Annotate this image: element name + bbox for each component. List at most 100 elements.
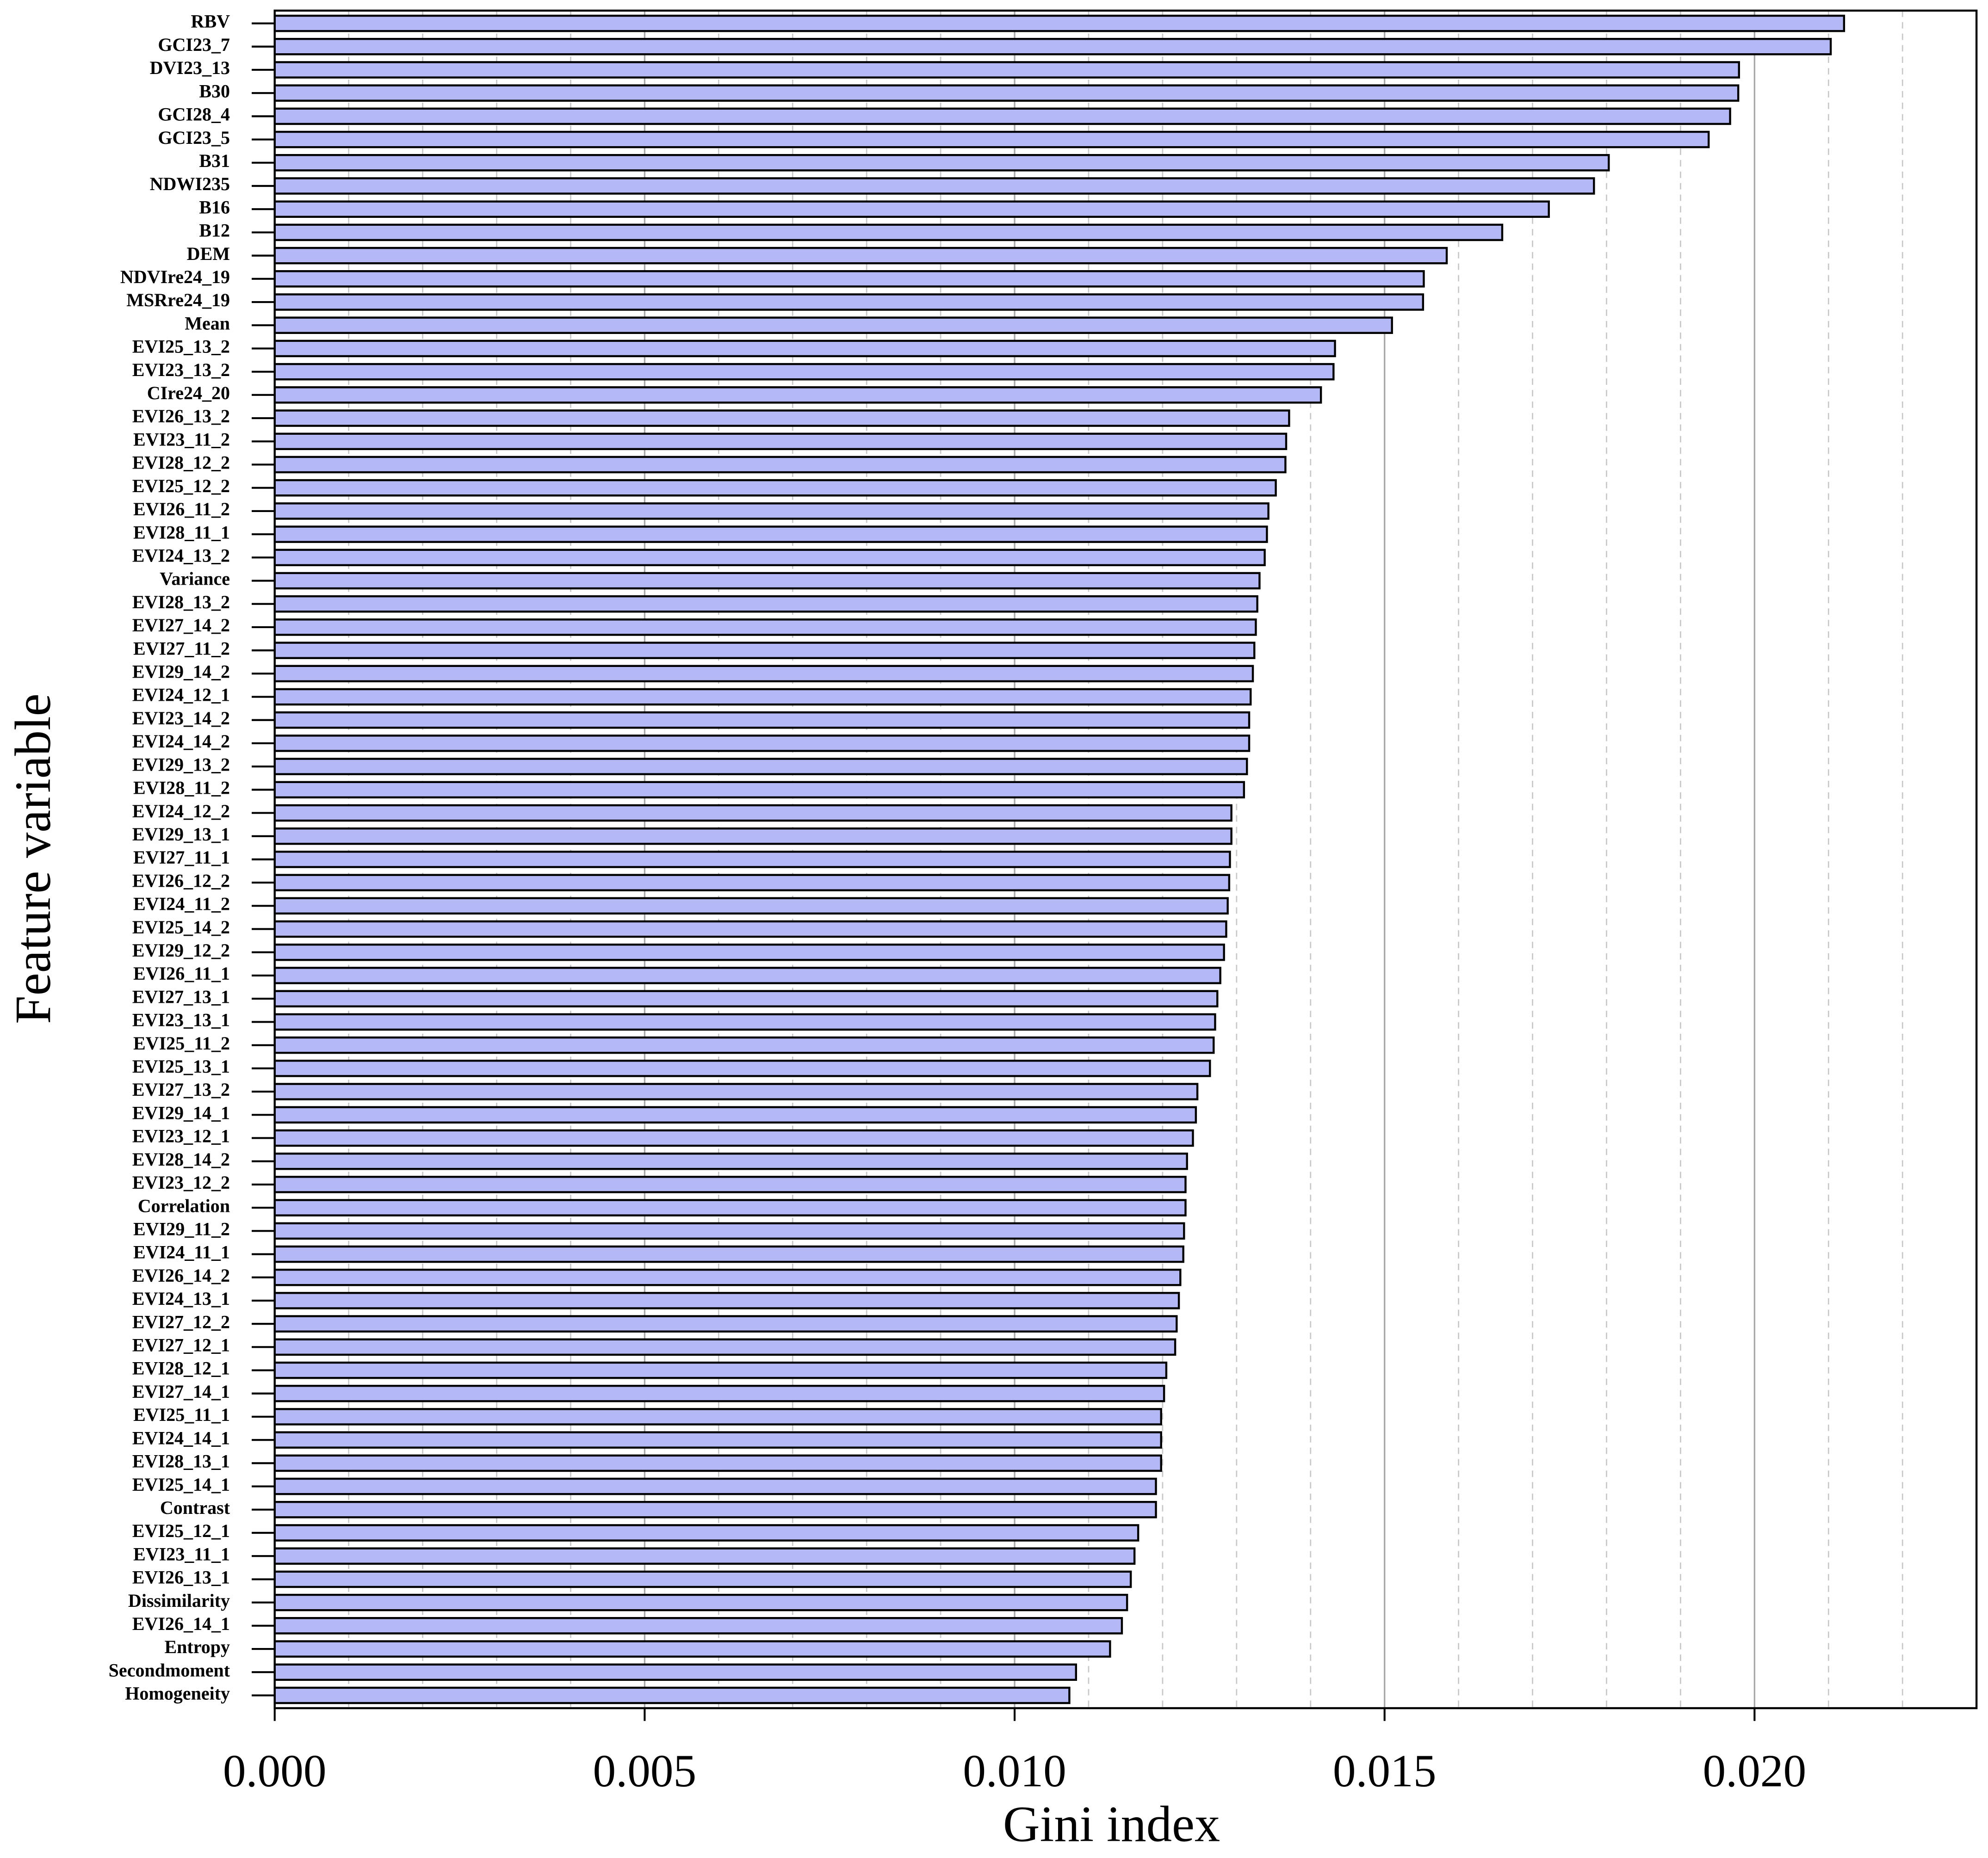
bar	[273, 363, 1335, 381]
bar	[273, 665, 1254, 683]
bar	[273, 1686, 1071, 1704]
y-tick-label: Dissimilarity	[128, 1590, 230, 1611]
bar	[273, 84, 1740, 102]
x-tick-label: 0.000	[223, 1745, 327, 1796]
bar	[273, 525, 1268, 543]
bar	[273, 1083, 1199, 1100]
bar	[273, 177, 1595, 195]
bar	[273, 1663, 1077, 1681]
y-tick-label: EVI26_13_1	[132, 1567, 230, 1588]
bar	[273, 1570, 1132, 1588]
y-tick-label: EVI23_14_2	[132, 708, 230, 728]
bar	[273, 990, 1219, 1008]
y-tick-label: B16	[199, 197, 230, 217]
y-tick-label: EVI28_13_1	[132, 1451, 230, 1472]
y-tick-label: EVI28_11_1	[133, 522, 230, 543]
x-axis-title: Gini index	[1003, 1796, 1220, 1852]
y-tick-label: EVI26_11_1	[133, 963, 230, 984]
y-tick-label: EVI24_14_1	[132, 1427, 230, 1448]
bar	[273, 1199, 1187, 1216]
y-tick-label: EVI29_14_1	[132, 1102, 230, 1123]
x-tick-label: 0.010	[963, 1745, 1066, 1796]
bar	[273, 386, 1322, 404]
bar	[273, 316, 1393, 334]
y-tick-label: EVI23_12_2	[132, 1172, 230, 1193]
y-tick-label: EVI29_13_2	[132, 754, 230, 775]
bar	[273, 688, 1252, 706]
y-tick-label: EVI24_13_1	[132, 1288, 230, 1309]
bar	[273, 270, 1425, 288]
y-tick-label: Correlation	[138, 1195, 230, 1216]
bar	[273, 827, 1232, 845]
y-tick-label: Variance	[160, 568, 230, 589]
bar	[273, 967, 1221, 984]
y-tick-label: Contrast	[160, 1497, 230, 1518]
bar	[273, 572, 1261, 590]
y-tick-label: EVI27_14_1	[132, 1381, 230, 1402]
y-tick-label: EVI25_13_1	[132, 1056, 230, 1077]
y-tick-label: B12	[199, 220, 230, 241]
y-tick-label: EVI23_13_1	[132, 1010, 230, 1031]
bar	[273, 223, 1504, 241]
bar	[273, 618, 1257, 636]
y-tick-label: EVI23_11_1	[133, 1543, 230, 1564]
bar	[273, 1245, 1184, 1263]
bar	[273, 1384, 1165, 1402]
y-tick-label: EVI26_14_2	[132, 1265, 230, 1286]
y-tick-label: EVI23_12_1	[132, 1126, 230, 1147]
y-tick-label: EVI23_13_2	[132, 359, 230, 380]
y-tick-label: NDWI235	[150, 173, 230, 194]
y-tick-label: DEM	[187, 243, 230, 264]
bar	[273, 293, 1424, 311]
y-tick-label: EVI27_14_2	[132, 615, 230, 636]
bar	[273, 107, 1731, 125]
bar	[273, 502, 1270, 520]
x-tick-label: 0.005	[593, 1745, 697, 1796]
y-tick-label: EVI27_12_1	[132, 1335, 230, 1356]
bar	[273, 61, 1740, 79]
y-tick-label: EVI28_12_1	[132, 1358, 230, 1379]
bar	[273, 432, 1288, 451]
bar	[273, 642, 1256, 659]
y-tick-label: EVI26_13_2	[132, 406, 230, 426]
y-tick-label: EVI25_11_2	[133, 1033, 230, 1054]
bar	[273, 735, 1251, 752]
bar	[273, 1292, 1180, 1309]
bar	[273, 14, 1846, 32]
bar	[273, 479, 1277, 497]
y-tick-label: EVI27_11_1	[133, 847, 230, 868]
y-tick-label: Secondmoment	[109, 1660, 230, 1680]
bar	[273, 1477, 1157, 1495]
y-tick-label: GCI23_7	[158, 34, 230, 55]
bar	[273, 1013, 1216, 1031]
y-tick-label: EVI25_14_2	[132, 917, 230, 938]
y-tick-label: EVI24_11_1	[133, 1242, 230, 1263]
bar	[273, 1361, 1168, 1379]
y-axis-title: Feature variable	[5, 693, 61, 1024]
y-tick-label: EVI25_12_2	[132, 475, 230, 496]
bar	[273, 37, 1832, 56]
bar	[273, 247, 1448, 265]
bar	[273, 200, 1550, 218]
bar	[273, 874, 1231, 891]
bar	[273, 456, 1287, 474]
y-tick-label: DVI23_13	[150, 57, 230, 78]
y-tick-label: RBV	[191, 11, 230, 32]
y-tick-label: GCI28_4	[158, 104, 230, 125]
bar	[273, 851, 1231, 868]
bar	[273, 1593, 1128, 1611]
y-tick-label: B31	[199, 150, 230, 171]
bar	[273, 1338, 1177, 1356]
y-tick-label: EVI26_14_1	[132, 1613, 230, 1634]
bar	[273, 804, 1232, 822]
y-tick-label: EVI24_12_1	[132, 685, 230, 705]
y-tick-label: B30	[199, 80, 230, 101]
y-tick-label: EVI24_11_2	[133, 894, 230, 914]
bar	[273, 1222, 1185, 1240]
bar	[273, 758, 1248, 775]
y-tick-label: EVI23_11_2	[133, 429, 230, 450]
y-tick-label: EVI26_11_2	[133, 499, 230, 519]
bar	[273, 897, 1229, 915]
